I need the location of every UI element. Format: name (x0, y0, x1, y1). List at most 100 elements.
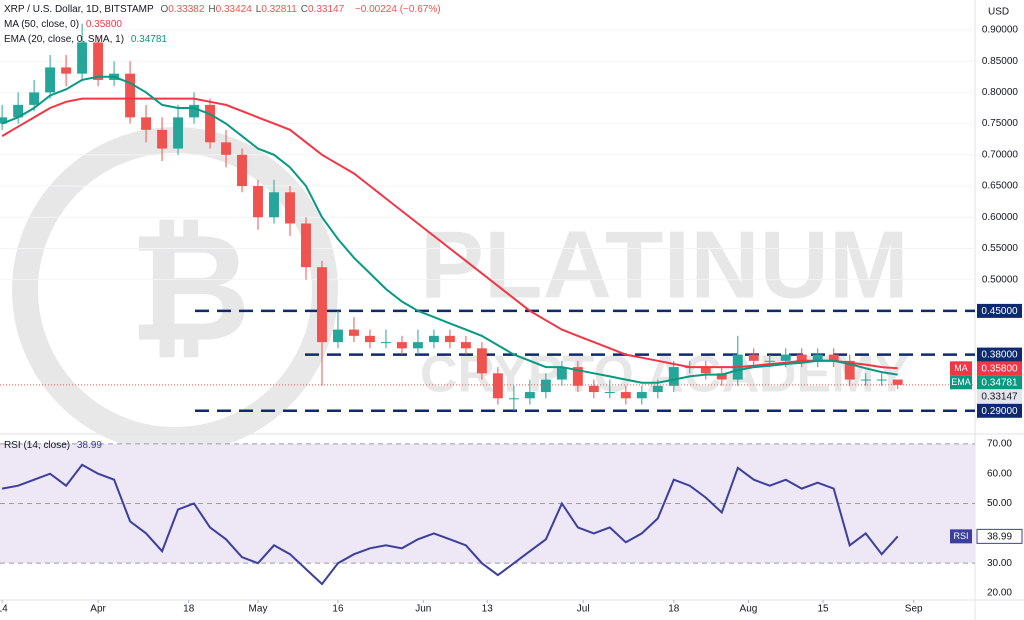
candle-body (317, 267, 327, 343)
marker-tag-box (950, 361, 972, 376)
candle-body (764, 360, 775, 362)
candle-body (412, 342, 423, 349)
candle-body (716, 373, 727, 380)
candle-body (269, 192, 279, 218)
marker-label: 0.35800 (981, 363, 1018, 374)
watermark-logo: ₿ (129, 204, 251, 372)
x-tick-label: 16 (332, 604, 344, 615)
candle-body (253, 186, 263, 218)
candle-body (189, 104, 199, 118)
y-tick-label: 0.90000 (982, 25, 1019, 36)
marker-label: 0.34781 (981, 377, 1018, 388)
marker-tag: EMA (951, 377, 971, 387)
candle-body (221, 142, 231, 155)
candle-body (588, 385, 599, 393)
candle-body (572, 367, 583, 386)
y-tick-label: 0.60000 (982, 212, 1019, 223)
marker-tag: MA (954, 363, 968, 373)
ohlc-key: H (208, 4, 216, 15)
x-tick-label: 13 (482, 604, 494, 615)
candle-body (13, 104, 24, 118)
candle-body (700, 367, 711, 374)
level-label-box (977, 347, 1022, 362)
marker-box (976, 528, 1023, 544)
ema-legend: EMA (20, close, 0, SMA, 1) 0.34781 (4, 34, 171, 45)
candle-body (205, 104, 215, 143)
candle-body (828, 354, 839, 361)
y-tick-label: 0.50000 (982, 274, 1019, 285)
candle-body (0, 117, 8, 124)
marker-tag-box (950, 529, 972, 544)
candle-body (45, 67, 56, 93)
currency-label: USD (988, 7, 1009, 18)
marker-tag-box (950, 375, 972, 390)
x-tick-label: Aug (740, 604, 758, 615)
candle-body (237, 154, 247, 187)
symbol-title: XRP / U.S. Dollar, 1D, BITSTAMP (4, 4, 154, 15)
candle-body (173, 117, 184, 149)
x-tick-label: Sep (905, 604, 923, 615)
marker-box (977, 361, 1022, 376)
ohlc-value: 0.33424 (215, 4, 252, 15)
candle-body (364, 335, 375, 343)
candle-body (428, 335, 439, 343)
x-tick-label: May (249, 604, 268, 615)
rsi-tick-label: 60.00 (987, 468, 1012, 479)
candle-body (93, 42, 104, 80)
level-label: 0.29000 (981, 406, 1018, 417)
candle-body (892, 379, 903, 385)
ma-legend: MA (50, close, 0) 0.35800 (4, 19, 126, 30)
x-tick-label: Jun (415, 604, 431, 615)
rsi-tick-label: 20.00 (987, 588, 1012, 599)
candle-body (301, 223, 311, 268)
rsi-tick-label: 30.00 (987, 558, 1012, 569)
marker-tag: RSI (953, 531, 968, 541)
candle-body (652, 385, 663, 393)
candle-body (29, 92, 40, 105)
header-line: XRP / U.S. Dollar, 1D, BITSTAMP O0.33382… (4, 4, 445, 15)
marker-box (977, 375, 1022, 390)
ohlc-value: 0.33382 (168, 4, 205, 15)
ohlc-value: 0.33147 (307, 4, 345, 15)
candle-body (460, 342, 471, 349)
candle-body (876, 379, 887, 381)
candle-body (636, 392, 647, 399)
y-tick-label: 0.70000 (982, 149, 1019, 160)
marker-label: 0.33147 (981, 391, 1018, 402)
legend-value: 0.35800 (85, 19, 122, 30)
marker-box (977, 389, 1022, 404)
change: −0.00224 (−0.67%) (354, 4, 441, 15)
level-label-box (977, 403, 1022, 418)
y-tick-label: 0.55000 (982, 243, 1019, 254)
indicator-line (1, 75, 898, 384)
candle-body (444, 335, 455, 343)
candle-body (780, 354, 791, 361)
x-tick-label: Jul (577, 604, 590, 615)
candle-body (796, 354, 807, 361)
rsi-legend: RSI (14, close) 38.99 (4, 440, 106, 451)
x-tick-label: 14 (0, 604, 8, 615)
candle-body (476, 348, 487, 374)
level-label-box (977, 303, 1022, 318)
y-tick-label: 0.65000 (982, 181, 1019, 192)
candle-body (668, 367, 679, 386)
x-tick-label: 15 (818, 604, 830, 615)
candle-body (540, 379, 551, 393)
candle-body (508, 398, 519, 400)
candle-body (844, 360, 855, 380)
ohlc: O0.33382 H0.33424 L0.32811 C0.33147 (160, 4, 348, 15)
ohlc-value: 0.32811 (261, 4, 297, 15)
candle-body (157, 129, 168, 149)
candle-body (524, 392, 535, 399)
candle-body (748, 354, 759, 361)
candle-body (604, 392, 615, 394)
ohlc-key: O (160, 4, 169, 15)
candle-body (812, 354, 823, 361)
rsi-line (1, 463, 899, 586)
candle-body (77, 42, 88, 74)
level-label: 0.38000 (981, 350, 1018, 361)
legend-name: MA (50, close, 0) (4, 19, 80, 30)
candle-body (285, 192, 295, 224)
